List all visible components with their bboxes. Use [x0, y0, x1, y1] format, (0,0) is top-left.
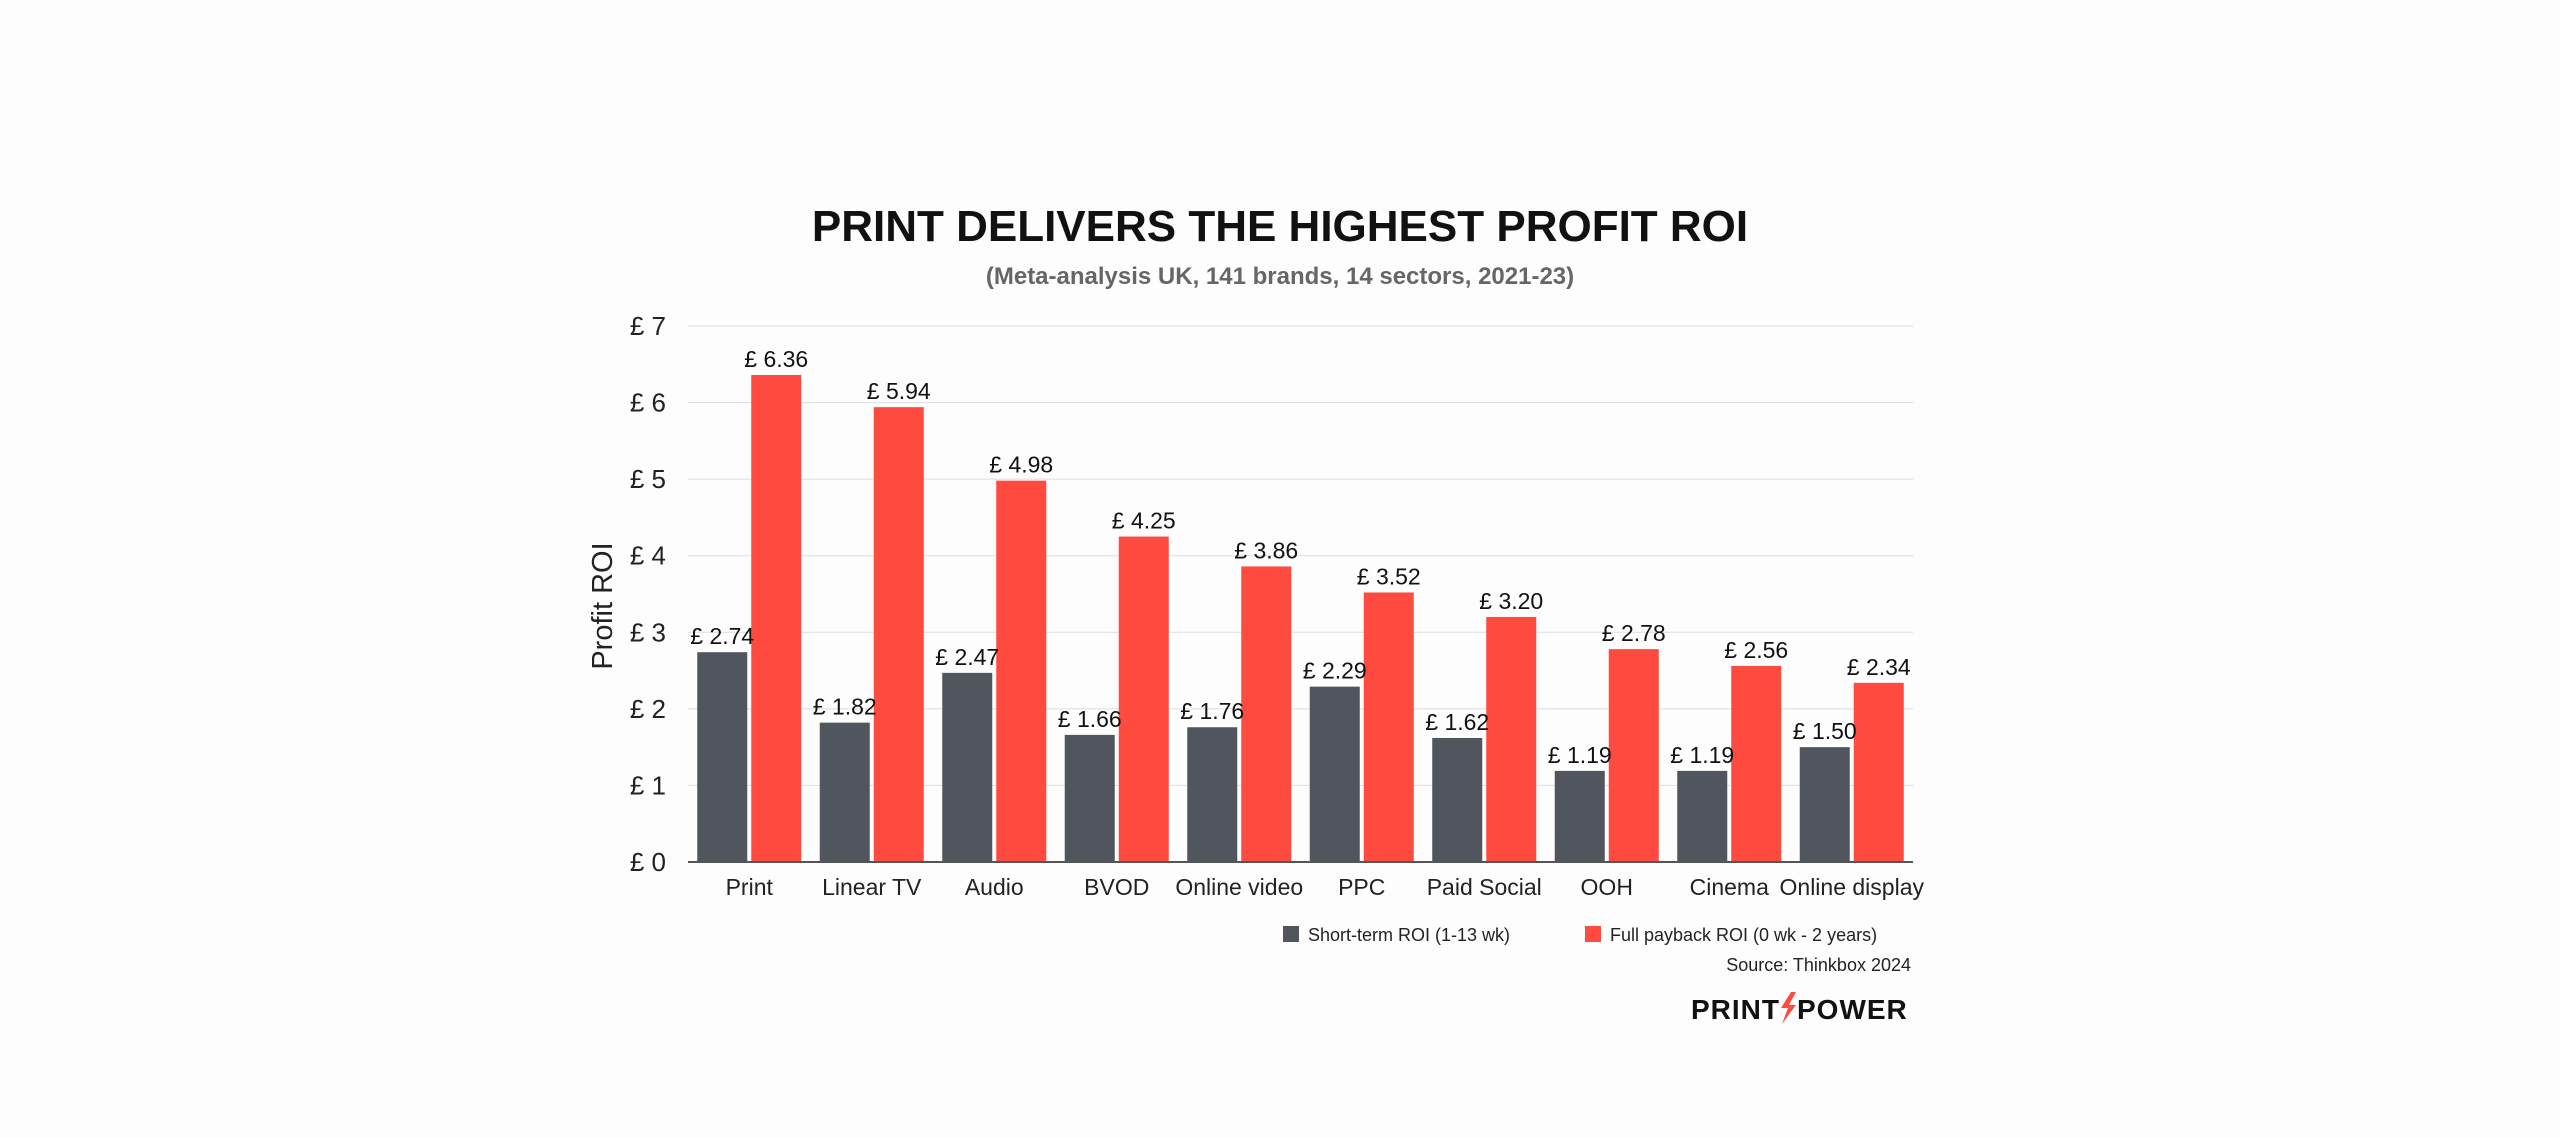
bar-short-term	[1677, 770, 1728, 862]
y-tick-label: £ 1	[630, 770, 666, 800]
bar-short-term	[1432, 737, 1483, 862]
bar-short-term	[942, 672, 993, 862]
data-label: £ 1.19	[1548, 742, 1612, 768]
x-tick-label: Paid Social	[1427, 874, 1542, 900]
logo-text-power: POWER	[1797, 994, 1908, 1025]
print-power-logo: PRINT POWER	[1691, 992, 1908, 1025]
y-tick-label: £ 5	[630, 464, 666, 494]
data-label: £ 3.86	[1234, 537, 1298, 563]
legend-label-full-payback: Full payback ROI (0 wk - 2 years)	[1610, 925, 1877, 945]
bar-full-payback	[1608, 649, 1659, 862]
data-label: £ 2.47	[935, 644, 999, 670]
legend-label-short-term: Short-term ROI (1-13 wk)	[1308, 925, 1510, 945]
bar-full-payback	[1731, 665, 1782, 862]
bars	[697, 375, 1904, 862]
bar-short-term	[819, 722, 870, 862]
data-label: £ 2.29	[1303, 658, 1367, 684]
y-axis-label: Profit ROI	[587, 542, 619, 669]
bar-short-term	[1309, 686, 1360, 862]
data-label: £ 2.74	[690, 623, 754, 649]
bar-full-payback	[1363, 592, 1414, 862]
chart-subtitle: (Meta-analysis UK, 141 brands, 14 sector…	[986, 263, 1574, 290]
data-label: £ 1.66	[1058, 706, 1122, 732]
logo-text-print: PRINT	[1691, 994, 1780, 1025]
x-tick-label: Audio	[965, 874, 1024, 900]
bar-full-payback	[1486, 616, 1537, 862]
y-tick-label: £ 4	[630, 541, 666, 571]
y-axis-ticks: £ 0 £ 1 £ 2 £ 3 £ 4 £ 5 £ 6 £ 7	[630, 311, 666, 877]
bar-full-payback	[1853, 682, 1904, 862]
bar-short-term	[1554, 770, 1605, 862]
data-label: £ 1.62	[1425, 709, 1489, 735]
x-axis-ticks: Print Linear TV Audio BVOD Online video PPC Pa…	[726, 874, 1925, 900]
x-tick-label: Online video	[1175, 874, 1303, 900]
data-label: £ 1.19	[1670, 742, 1734, 768]
data-label: £ 2.78	[1602, 620, 1666, 646]
legend-swatch-short-term	[1283, 926, 1299, 942]
data-label: £ 1.82	[813, 694, 877, 720]
x-tick-label: Linear TV	[822, 874, 922, 900]
source-note: Source: Thinkbox 2024	[1726, 955, 1911, 975]
bar-short-term	[1064, 734, 1115, 862]
data-label: £ 5.94	[867, 378, 931, 404]
data-label: £ 1.76	[1180, 698, 1244, 724]
x-tick-label: PPC	[1338, 874, 1385, 900]
data-label: £ 3.52	[1357, 563, 1421, 589]
x-tick-label: Online display	[1780, 874, 1925, 900]
legend-swatch-full-payback	[1585, 926, 1601, 942]
bar-full-payback	[1241, 566, 1292, 862]
y-tick-label: £ 7	[630, 311, 666, 341]
x-tick-label: Cinema	[1690, 874, 1769, 900]
bar-full-payback	[996, 480, 1047, 862]
data-label: £ 2.34	[1847, 654, 1911, 680]
y-tick-label: £ 3	[630, 617, 666, 647]
x-tick-label: BVOD	[1084, 874, 1149, 900]
data-label: £ 4.98	[989, 452, 1053, 478]
y-tick-label: £ 2	[630, 694, 666, 724]
x-tick-label: Print	[726, 874, 774, 900]
chart-title: PRINT DELIVERS THE HIGHEST PROFIT ROI	[812, 202, 1748, 251]
bar-full-payback	[1118, 536, 1169, 862]
data-label: £ 3.20	[1479, 588, 1543, 614]
y-tick-label: £ 6	[630, 388, 666, 418]
lightning-bolt-icon	[1781, 992, 1796, 1024]
bar-short-term	[697, 652, 748, 862]
bar-short-term	[1799, 747, 1850, 862]
data-labels: £ 2.74 £ 6.36 £ 1.82 £ 5.94 £ 2.47 £ 4.98 £ 1.…	[690, 346, 1911, 768]
bar-full-payback	[873, 407, 924, 862]
x-tick-label: OOH	[1581, 874, 1633, 900]
legend: Short-term ROI (1-13 wk) Full payback RO…	[1283, 925, 1877, 945]
y-tick-label: £ 0	[630, 847, 666, 877]
bar-full-payback	[751, 375, 802, 862]
bar-short-term	[1187, 727, 1238, 862]
data-label: £ 1.50	[1793, 718, 1857, 744]
data-label: £ 4.25	[1112, 508, 1176, 534]
data-label: £ 2.56	[1724, 637, 1788, 663]
data-label: £ 6.36	[744, 346, 808, 372]
